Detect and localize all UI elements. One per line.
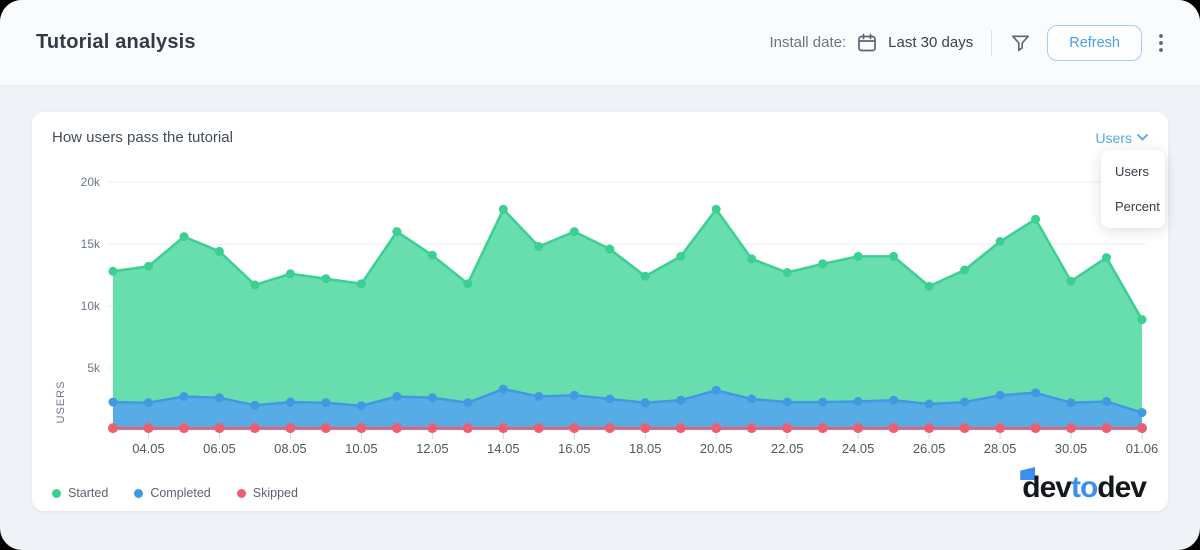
date-range-value[interactable]: Last 30 days <box>888 34 974 51</box>
unit-dropdown[interactable]: Users <box>1095 130 1148 146</box>
svg-text:10.05: 10.05 <box>345 441 378 456</box>
svg-text:24.05: 24.05 <box>842 441 875 456</box>
chevron-down-icon <box>1137 134 1148 141</box>
svg-text:01.06: 01.06 <box>1126 441 1159 456</box>
svg-text:10k: 10k <box>81 299 101 313</box>
divider <box>991 29 993 56</box>
legend-item-completed[interactable]: Completed <box>134 486 211 500</box>
legend-dot-completed <box>134 488 144 498</box>
legend-dot-started <box>52 488 61 498</box>
svg-text:08.05: 08.05 <box>274 441 307 456</box>
menu-item-percent[interactable]: Percent <box>1115 199 1160 214</box>
filter-icon[interactable] <box>1010 32 1031 53</box>
chart-title: How users pass the tutorial <box>52 129 233 146</box>
svg-text:26.05: 26.05 <box>913 441 946 456</box>
logo-text-accent: to <box>1070 471 1098 504</box>
svg-text:30.05: 30.05 <box>1055 441 1088 456</box>
svg-text:04.05: 04.05 <box>132 441 165 456</box>
devtodev-logo: devtodev <box>1020 467 1147 504</box>
calendar-icon[interactable] <box>856 32 878 54</box>
svg-text:20.05: 20.05 <box>700 441 733 456</box>
legend-label: Started <box>68 486 109 500</box>
page-title: Tutorial analysis <box>36 31 196 53</box>
logo-text: dev <box>1022 471 1072 504</box>
tutorial-chart: 5k 10k 15k 20k 04.05 06.05 08.05 10.05 12.05 14.0… <box>55 175 1159 456</box>
unit-dropdown-menu: Users Percent <box>1101 150 1165 228</box>
unit-dropdown-value: Users <box>1095 129 1132 146</box>
legend-item-skipped[interactable]: Skipped <box>236 486 298 500</box>
chart-card-header: How users pass the tutorial Users <box>32 112 1168 146</box>
legend-label: Completed <box>150 486 211 500</box>
svg-text:28.05: 28.05 <box>984 441 1017 456</box>
svg-text:16.05: 16.05 <box>558 441 591 456</box>
legend: Started Completed Skipped <box>52 486 298 500</box>
svg-text:06.05: 06.05 <box>203 441 236 456</box>
install-date-label: Install date: <box>769 34 847 51</box>
legend-dot-skipped <box>236 488 246 498</box>
svg-text:USERS: USERS <box>55 381 67 424</box>
logo-text: dev <box>1097 471 1147 504</box>
svg-text:14.05: 14.05 <box>487 441 520 456</box>
svg-text:22.05: 22.05 <box>771 441 804 456</box>
page-header: Tutorial analysis Install date: Last 30 … <box>0 0 1200 86</box>
refresh-button[interactable]: Refresh <box>1047 24 1142 61</box>
svg-text:20k: 20k <box>81 175 101 189</box>
menu-item-users[interactable]: Users <box>1115 164 1149 179</box>
header-controls: Install date: Last 30 days Refresh <box>769 24 1164 61</box>
svg-text:5k: 5k <box>87 361 101 375</box>
svg-text:18.05: 18.05 <box>629 441 662 456</box>
logo-flag-icon <box>1020 467 1036 480</box>
svg-text:15k: 15k <box>81 237 101 251</box>
kebab-menu-icon[interactable] <box>1158 32 1164 54</box>
legend-item-started[interactable]: Started <box>52 486 108 500</box>
chart-card: How users pass the tutorial Users Users … <box>32 112 1168 511</box>
svg-text:12.05: 12.05 <box>416 441 449 456</box>
legend-label: Skipped <box>252 486 298 500</box>
